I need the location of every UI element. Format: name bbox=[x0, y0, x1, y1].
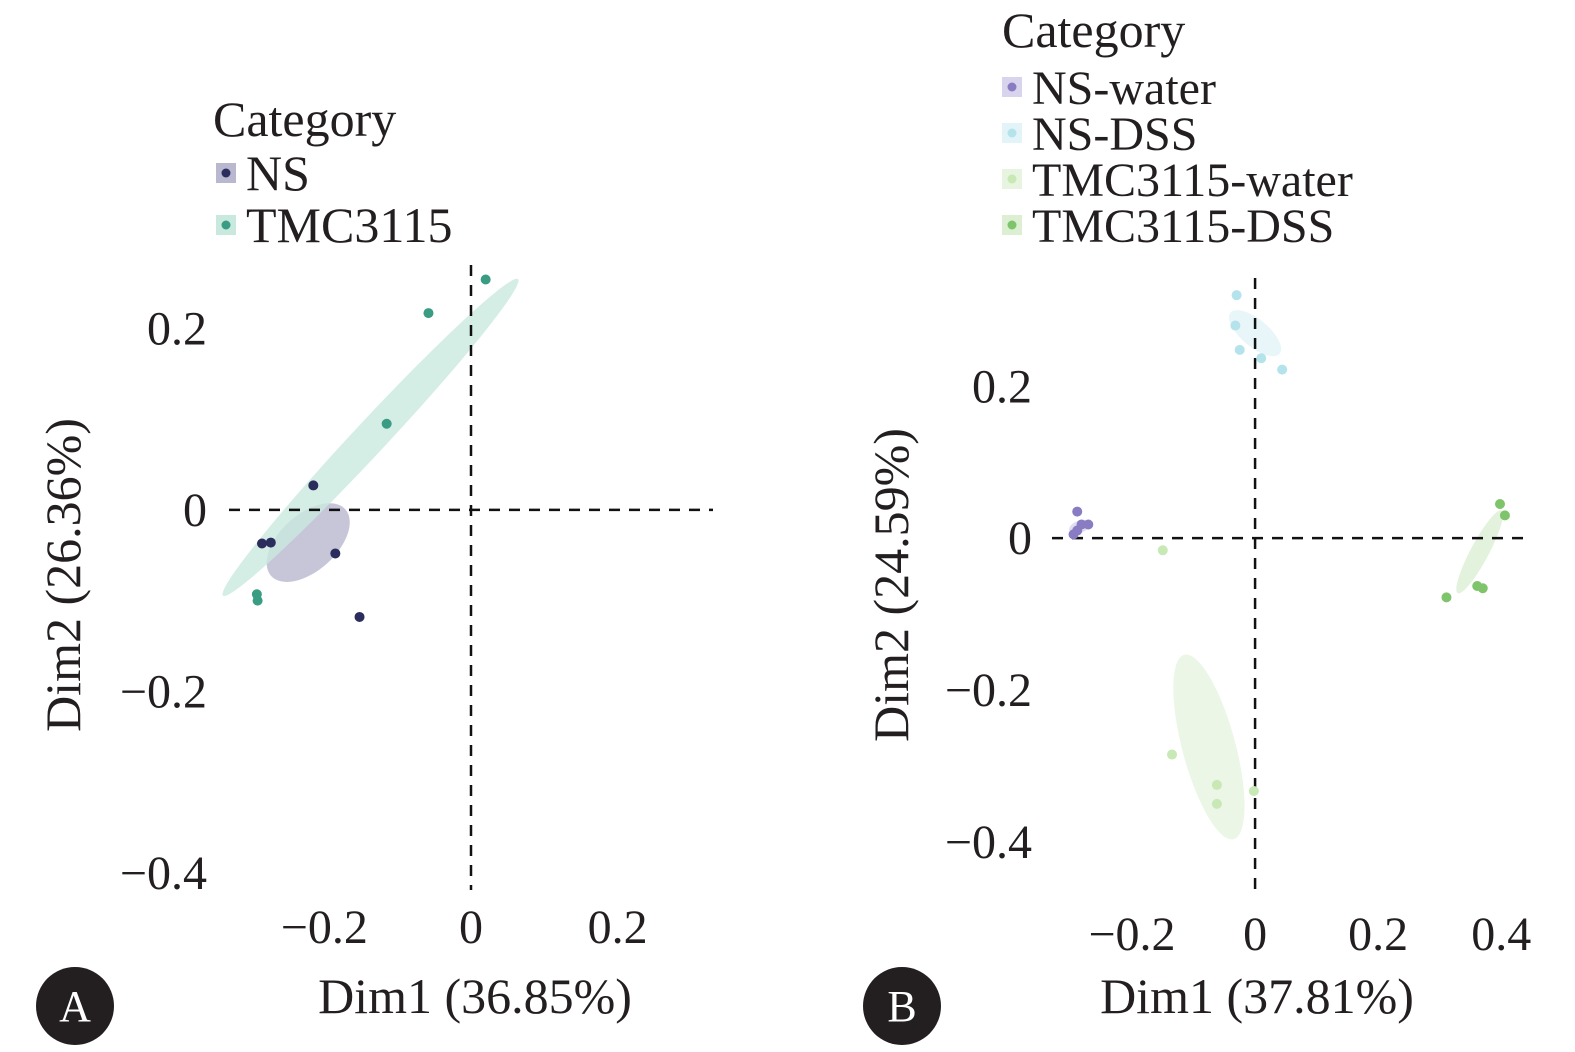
x-tick-label: 0.2 bbox=[588, 901, 648, 954]
legend-label-ns: NS bbox=[246, 145, 310, 201]
x-tick-label: −0.2 bbox=[1088, 908, 1175, 961]
panel-b-badge: B bbox=[863, 967, 941, 1045]
legend-label-ns-dss: NS-DSS bbox=[1032, 108, 1197, 161]
y-tick-label: −0.4 bbox=[120, 847, 207, 900]
confidence-ellipse-tmc3115 bbox=[222, 278, 519, 596]
point-ns-dss-5 bbox=[1277, 364, 1288, 375]
panel-a-legend-title: Category bbox=[213, 91, 396, 147]
point-tmc3115-water-5 bbox=[1248, 785, 1259, 796]
legend-label-tmc3115: TMC3115 bbox=[246, 197, 453, 253]
x-tick-label: 0.4 bbox=[1471, 908, 1531, 961]
legend-marker-ns-dss bbox=[1007, 128, 1017, 138]
legend-marker-ns-water bbox=[1007, 82, 1017, 92]
panel-a-points bbox=[251, 274, 491, 622]
panel-b-legend: Category NS-waterNS-DSSTMC3115-waterTMC3… bbox=[1002, 2, 1353, 253]
confidence-ellipse-ns-dss bbox=[1229, 310, 1282, 357]
point-tmc3115-dss-1 bbox=[1495, 498, 1505, 509]
point-ns-water-1 bbox=[1072, 506, 1083, 517]
legend-label-tmc3115-water: TMC3115-water bbox=[1032, 154, 1353, 207]
point-ns-dss-1 bbox=[1231, 290, 1242, 301]
point-ns-dss-4 bbox=[1256, 353, 1267, 364]
point-tmc3115-5 bbox=[252, 595, 263, 606]
point-ns-5 bbox=[354, 611, 365, 622]
panel-a-badge: A bbox=[36, 967, 114, 1045]
y-tick-label: 0.2 bbox=[147, 303, 207, 356]
legend-marker-ns bbox=[221, 168, 231, 178]
x-tick-label: 0 bbox=[459, 901, 483, 954]
panel-b-legend-title: Category bbox=[1002, 2, 1185, 58]
panel-b: −0.2 0 0.2 0.4 0.2 0 −0.2 −0.4 Dim1 (37.81%) D… bbox=[863, 2, 1532, 1024]
point-tmc3115-water-3 bbox=[1211, 779, 1222, 790]
y-tick-label: 0.2 bbox=[972, 360, 1032, 413]
legend-marker-tmc3115-dss bbox=[1007, 220, 1017, 230]
y-tick-label: −0.2 bbox=[945, 664, 1032, 717]
point-tmc3115-water-2 bbox=[1167, 749, 1177, 760]
y-tick-label: 0 bbox=[183, 484, 207, 537]
confidence-ellipse-ns bbox=[266, 503, 350, 582]
legend-label-tmc3115-dss: TMC3115-DSS bbox=[1032, 200, 1334, 253]
point-tmc3115-2 bbox=[423, 308, 434, 319]
y-tick-label: −0.4 bbox=[945, 816, 1032, 869]
panel-a-y-axis-label: Dim2 (26.36%) bbox=[35, 418, 91, 732]
confidence-ellipse-tmc3115-dss bbox=[1456, 510, 1504, 594]
panel-b-y-axis-label: Dim2 (24.59%) bbox=[863, 428, 919, 742]
x-tick-label: −0.2 bbox=[281, 901, 368, 954]
y-tick-label: −0.2 bbox=[120, 665, 207, 718]
point-tmc3115-dss-2 bbox=[1499, 510, 1510, 521]
point-ns-water-5 bbox=[1072, 525, 1083, 536]
point-ns-3 bbox=[265, 537, 276, 548]
x-tick-label: 0.2 bbox=[1348, 908, 1408, 961]
legend-label-ns-water: NS-water bbox=[1032, 62, 1216, 115]
point-tmc3115-3 bbox=[381, 418, 392, 429]
y-tick-label: 0 bbox=[1008, 512, 1032, 565]
point-ns-water-3 bbox=[1083, 519, 1094, 530]
panel-a-y-tick-labels: 0.2 0 −0.2 −0.4 bbox=[120, 303, 207, 900]
x-tick-label: 0 bbox=[1243, 908, 1267, 961]
legend-marker-tmc3115-water bbox=[1007, 174, 1017, 184]
legend-marker-tmc3115 bbox=[221, 220, 231, 230]
point-tmc3115-dss-3 bbox=[1441, 592, 1452, 603]
panel-b-x-axis-label: Dim1 (37.81%) bbox=[1100, 968, 1414, 1024]
panel-a-x-axis-label: Dim1 (36.85%) bbox=[318, 968, 632, 1024]
point-tmc3115-water-1 bbox=[1157, 545, 1168, 556]
panel-b-ellipses bbox=[1069, 310, 1504, 840]
point-ns-1 bbox=[308, 480, 319, 491]
panel-b-x-tick-labels: −0.2 0 0.2 0.4 bbox=[1088, 908, 1531, 961]
panel-b-y-tick-labels: 0.2 0 −0.2 −0.4 bbox=[945, 360, 1032, 869]
panel-a-x-tick-labels: −0.2 0 0.2 bbox=[281, 901, 648, 954]
point-ns-4 bbox=[330, 548, 341, 559]
panel-b-points bbox=[1068, 290, 1510, 809]
confidence-ellipse-tmc3115-water bbox=[1173, 654, 1245, 840]
panel-a-ellipses bbox=[222, 278, 519, 596]
point-tmc3115-dss-5 bbox=[1477, 583, 1488, 594]
panel-a: −0.2 0 0.2 0.2 0 −0.2 −0.4 Dim1 (36.85%) Dim2… bbox=[35, 91, 713, 1024]
point-tmc3115-water-4 bbox=[1211, 798, 1222, 809]
point-ns-2 bbox=[257, 538, 267, 549]
point-tmc3115-1 bbox=[480, 274, 491, 285]
point-ns-dss-3 bbox=[1234, 344, 1245, 355]
point-ns-dss-2 bbox=[1230, 320, 1241, 331]
